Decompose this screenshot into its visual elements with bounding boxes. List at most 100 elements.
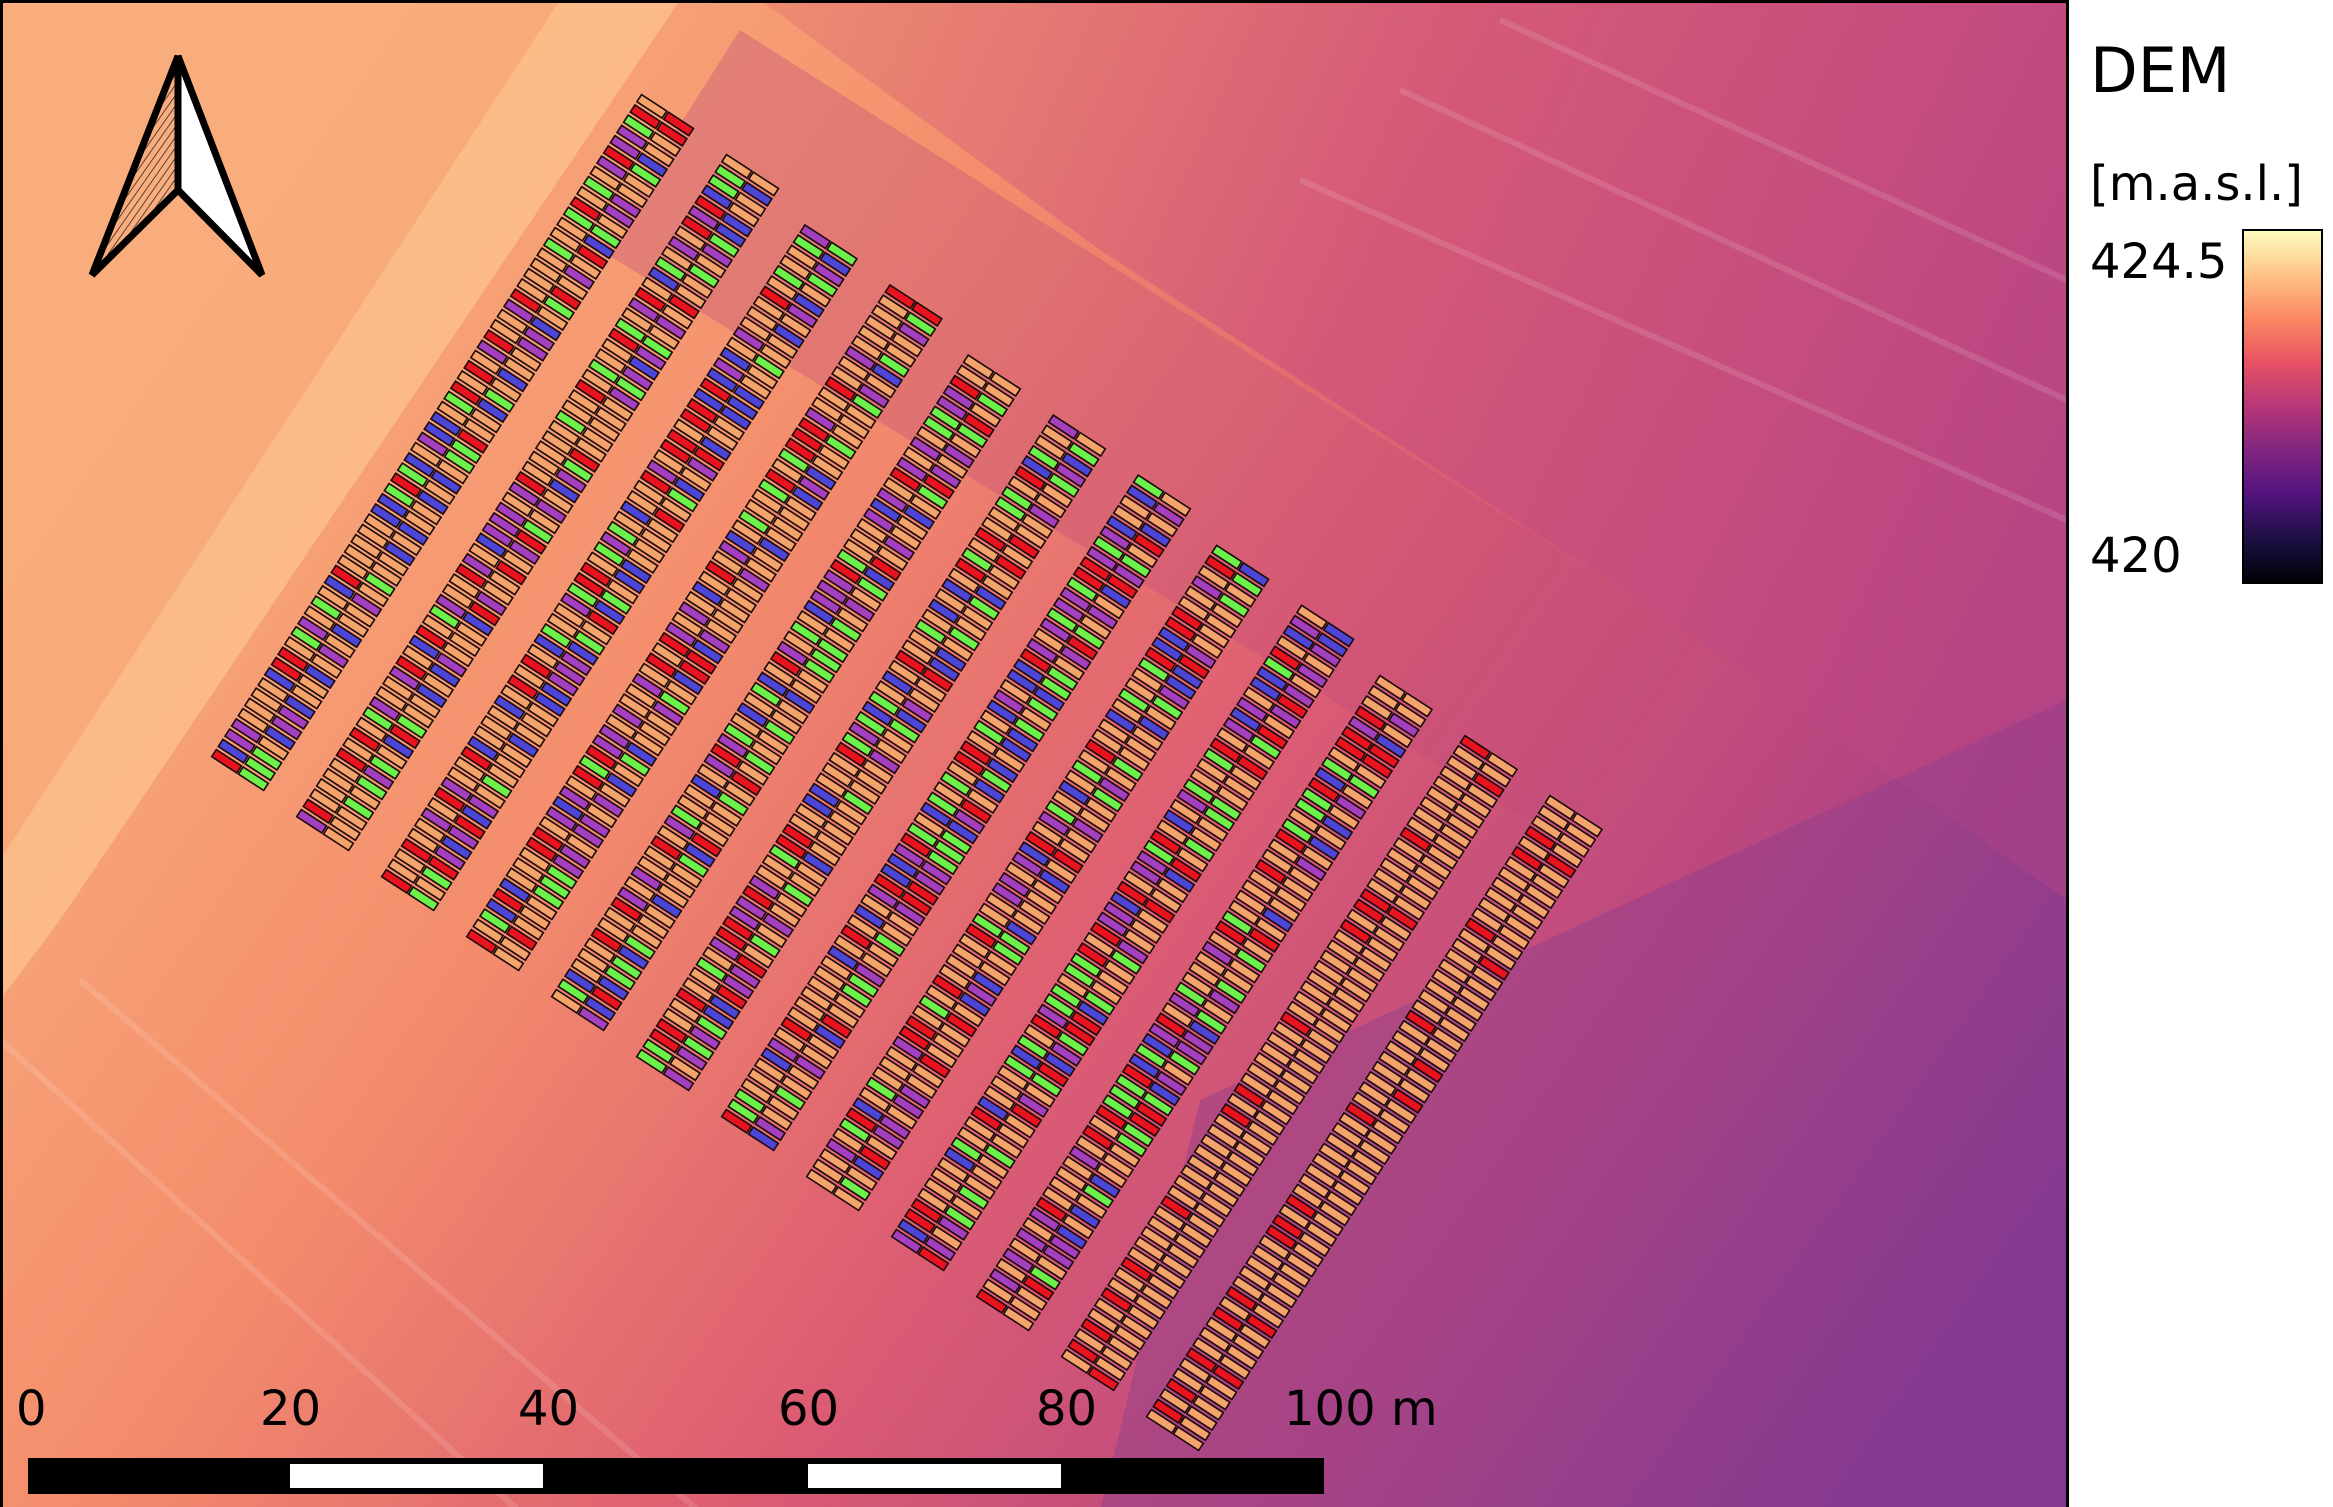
plot-orange <box>789 678 823 705</box>
plot-green <box>825 241 859 267</box>
plot-blue <box>1020 454 1053 481</box>
plot-orange <box>1166 1184 1199 1211</box>
plot-red <box>715 925 748 952</box>
plot-blue <box>460 804 493 830</box>
plot-orange <box>538 815 571 842</box>
plot-orange <box>981 574 1014 601</box>
plot-orange <box>622 172 655 199</box>
plot-orange <box>1126 542 1159 569</box>
plot-orange <box>858 1086 891 1113</box>
plot-orange <box>1064 769 1097 796</box>
plot-orange <box>1205 1374 1238 1401</box>
plot-blue <box>548 477 581 504</box>
plot-red <box>797 416 830 443</box>
plot-purple <box>362 764 395 791</box>
plot-purple <box>1148 1022 1181 1049</box>
plot-green <box>1056 1030 1089 1057</box>
plot-green <box>623 934 656 960</box>
plot-orange <box>1224 582 1257 608</box>
plot-red <box>659 438 692 465</box>
plot-orange <box>481 580 514 606</box>
plot-red <box>679 407 712 434</box>
plot-orange <box>845 1165 878 1192</box>
plot-orange <box>1381 722 1414 749</box>
plot-red <box>505 925 538 952</box>
plot-green <box>939 770 972 797</box>
plot-red <box>921 666 954 693</box>
plot-orange <box>1471 965 1504 992</box>
plot-orange <box>889 524 922 551</box>
plot-blue <box>732 384 766 411</box>
plot-orange <box>756 729 789 756</box>
plot-green <box>773 1084 807 1111</box>
plot-green <box>342 795 375 821</box>
plot-green <box>1044 800 1077 826</box>
plot-orange <box>549 226 582 253</box>
plot-orange <box>580 619 613 646</box>
plot-blue <box>619 558 653 585</box>
legend-title: DEM <box>2090 34 2230 107</box>
plot-orange <box>1185 1405 1218 1432</box>
plot-blue <box>1076 1000 1109 1026</box>
plot-blue <box>566 640 599 666</box>
plot-orange <box>641 276 674 303</box>
plot-purple <box>523 325 556 352</box>
plot-purple <box>1027 503 1060 529</box>
plot-red <box>662 111 695 137</box>
plot-red <box>1339 918 1372 945</box>
plot-red <box>741 884 774 911</box>
plot-orange <box>448 631 481 658</box>
plot-orange <box>647 324 681 351</box>
plot-orange <box>1351 1149 1384 1176</box>
plot-red <box>922 473 955 500</box>
plot-orange <box>925 1042 958 1069</box>
plot-blue <box>597 975 630 1001</box>
plot-orange <box>1218 1295 1251 1322</box>
plot-orange <box>310 653 343 680</box>
plot-blue <box>582 233 615 260</box>
plot-orange <box>350 533 383 560</box>
plot-green <box>1209 795 1242 822</box>
plot-blue <box>1010 1044 1043 1070</box>
plot-green <box>1143 839 1176 866</box>
plot-orange <box>1366 877 1399 904</box>
plot-orange <box>1265 1282 1298 1309</box>
plot-red <box>903 1207 936 1234</box>
plot-orange <box>1097 718 1130 744</box>
plot-orange <box>731 519 764 545</box>
plot-orange <box>933 781 966 807</box>
plot-purple <box>508 481 541 507</box>
plot-green <box>768 843 801 870</box>
plot-orange <box>909 494 942 520</box>
plot-orange <box>257 735 290 761</box>
plot-orange <box>376 550 409 577</box>
plot-orange <box>1090 979 1123 1006</box>
plot-red <box>482 328 516 355</box>
plot-orange <box>1088 1114 1121 1141</box>
plot-blue <box>819 251 852 278</box>
plot-orange <box>413 817 446 843</box>
plot-purple <box>1085 545 1119 572</box>
plot-purple <box>893 842 926 869</box>
plot-orange <box>456 369 489 396</box>
plot-red <box>715 984 748 1010</box>
plot-green <box>428 603 461 630</box>
plot-orange <box>1189 826 1222 853</box>
plot-purple <box>534 498 568 525</box>
plot-purple <box>631 672 664 699</box>
plot-red <box>1464 917 1497 943</box>
plot-orange <box>1023 1082 1056 1108</box>
plot-red <box>602 144 635 171</box>
plot-orange <box>684 590 717 617</box>
plot-orange <box>970 1164 1003 1190</box>
plot-orange <box>1126 1246 1160 1272</box>
plot-orange <box>830 365 864 392</box>
plot-green <box>1141 1090 1174 1117</box>
plot-blue <box>690 773 723 800</box>
plot-blue <box>721 211 754 238</box>
plot-purple <box>1289 614 1322 641</box>
plot-orange <box>1003 1112 1036 1139</box>
plot-green <box>1000 485 1034 512</box>
plot-red <box>1143 897 1176 924</box>
plot-orange <box>886 910 919 937</box>
